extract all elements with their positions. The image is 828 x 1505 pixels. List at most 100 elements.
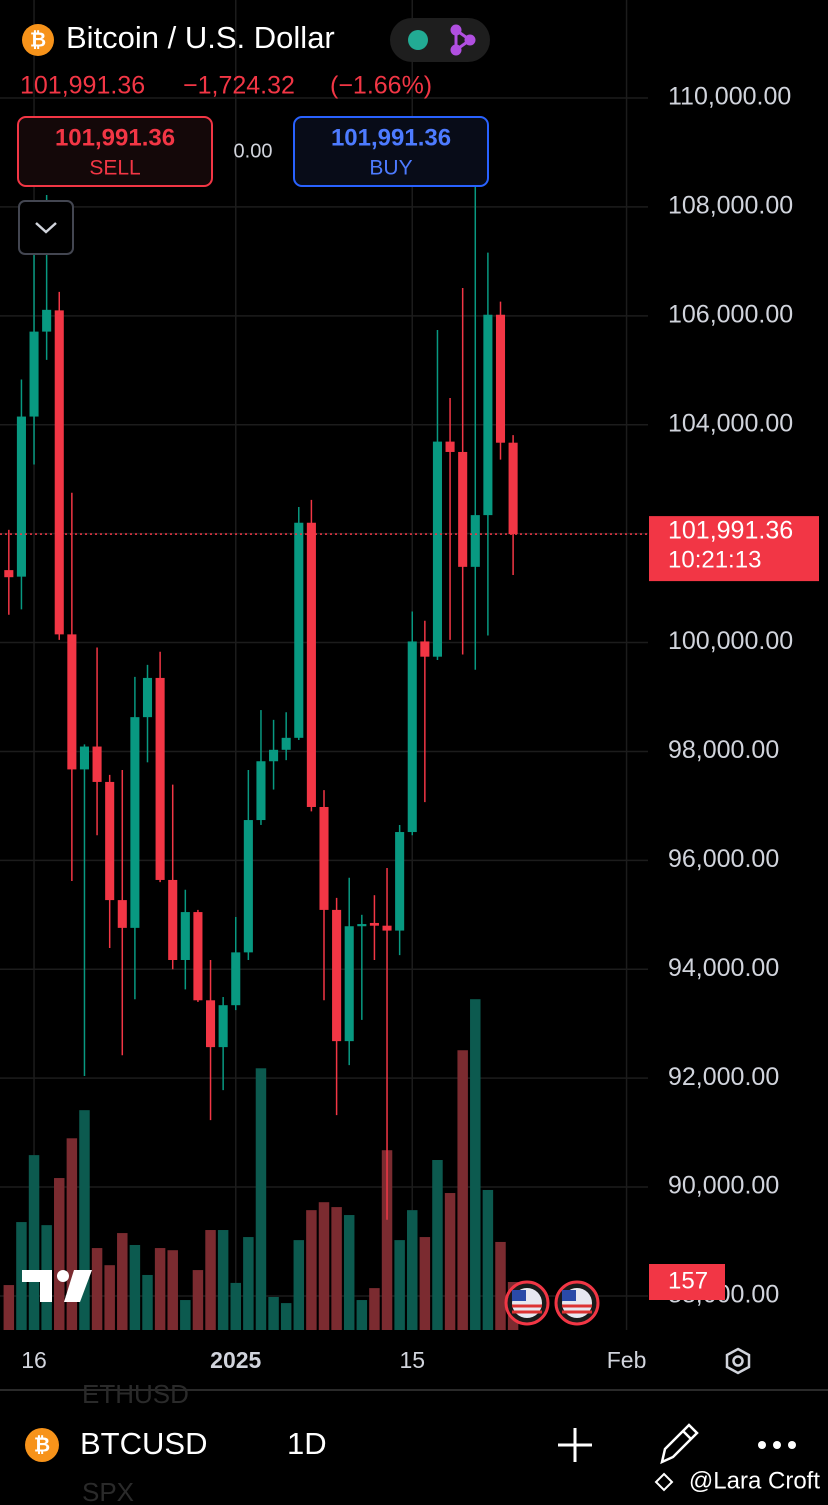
volume-bar bbox=[167, 1250, 178, 1330]
candle-body bbox=[294, 522, 304, 738]
candle-body bbox=[168, 879, 178, 960]
btc-glyph-small: ₿ bbox=[34, 1434, 50, 1456]
btc-icon bbox=[22, 24, 54, 56]
collapse-button[interactable] bbox=[18, 200, 74, 255]
watermark-icon bbox=[654, 1472, 674, 1492]
volume-bar bbox=[16, 1222, 27, 1330]
candle-body bbox=[369, 922, 379, 926]
volume-bar bbox=[154, 1248, 166, 1330]
volume-bar bbox=[293, 1240, 305, 1330]
volume-bar bbox=[117, 1233, 128, 1330]
candle-body bbox=[218, 1005, 228, 1048]
x-tick-label: 2025 bbox=[210, 1347, 261, 1373]
events-icon bbox=[450, 24, 476, 56]
volume-bar bbox=[444, 1193, 456, 1330]
candle-body bbox=[382, 925, 392, 931]
candle-body bbox=[243, 820, 253, 953]
candle-body bbox=[16, 416, 26, 577]
economic-events[interactable] bbox=[504, 1280, 600, 1326]
candle-body bbox=[395, 832, 405, 931]
volume-bar bbox=[79, 1110, 90, 1330]
volume-bar bbox=[91, 1248, 103, 1330]
volume-bar bbox=[394, 1240, 405, 1330]
axis-layer: 110,000.00 108,000.00 106,000.00 104,000.00… bbox=[21, 83, 819, 1373]
volume-bar bbox=[482, 1189, 494, 1330]
x-tick-label: Feb bbox=[607, 1347, 647, 1373]
symbol-title: Bitcoin / U.S. Dollar bbox=[66, 20, 335, 55]
candle-body bbox=[180, 912, 190, 960]
volume-bar bbox=[243, 1237, 254, 1330]
y-tick-label: 108,000.00 bbox=[668, 192, 793, 220]
y-tick-label: 98,000.00 bbox=[668, 736, 779, 764]
watchlist-below: SPX bbox=[82, 1477, 134, 1505]
candle-body bbox=[458, 451, 468, 567]
status-pill[interactable] bbox=[390, 18, 490, 62]
y-tick-label: 106,000.00 bbox=[668, 300, 793, 328]
tv-logo bbox=[22, 1270, 92, 1302]
candle-body bbox=[445, 441, 455, 452]
price-tag-label: 101,991.36 bbox=[668, 517, 793, 545]
x-tick-label: 16 bbox=[21, 1347, 47, 1373]
add-button[interactable] bbox=[558, 1428, 592, 1462]
volume-bar bbox=[369, 1288, 380, 1330]
candle-body bbox=[130, 717, 140, 928]
x-tick-label: 15 bbox=[399, 1347, 425, 1373]
volume-bar bbox=[104, 1265, 115, 1330]
buy-button[interactable] bbox=[293, 116, 489, 187]
candle-body bbox=[483, 314, 493, 516]
volume-bar bbox=[331, 1207, 342, 1330]
volume-bar bbox=[268, 1296, 279, 1330]
settings-icon-center bbox=[732, 1355, 744, 1367]
candle-body bbox=[344, 926, 354, 1042]
volume-bar bbox=[54, 1178, 65, 1330]
sell-label: SELL bbox=[89, 157, 140, 180]
price-change-percent: (−1.66%) bbox=[330, 72, 432, 100]
volume-bar bbox=[3, 1285, 15, 1330]
toolbar-interval[interactable]: 1D bbox=[287, 1426, 327, 1461]
volume-bar bbox=[205, 1230, 216, 1330]
candle-body bbox=[205, 1000, 216, 1048]
volume-bar bbox=[255, 1068, 267, 1330]
candle-body bbox=[306, 522, 316, 807]
spread: 0.00 bbox=[234, 140, 273, 162]
volume-bar bbox=[280, 1303, 292, 1330]
candle-body bbox=[281, 737, 291, 750]
candle-body bbox=[67, 634, 77, 770]
candle-body bbox=[319, 806, 329, 910]
volume-bar bbox=[306, 1210, 317, 1330]
candle-body bbox=[420, 641, 430, 657]
sell-price: 101,991.36 bbox=[55, 124, 175, 151]
volume-tag-label: 157 bbox=[668, 1267, 708, 1294]
price-change: −1,724.32 bbox=[183, 72, 295, 100]
volume-bar bbox=[356, 1300, 368, 1330]
volume-bar bbox=[457, 1050, 468, 1330]
volume-bar bbox=[28, 1155, 40, 1330]
volume-bar bbox=[432, 1160, 443, 1330]
candle-body bbox=[193, 912, 203, 1001]
volume-bar bbox=[230, 1282, 241, 1330]
volume-bar bbox=[407, 1210, 418, 1330]
toolbar-symbol[interactable]: BTCUSD bbox=[80, 1426, 207, 1461]
last-price: 101,991.36 bbox=[20, 72, 145, 100]
sell-button[interactable] bbox=[17, 116, 213, 187]
candle-body bbox=[269, 749, 279, 762]
volume-bar bbox=[318, 1202, 330, 1330]
draw-button[interactable] bbox=[660, 1423, 699, 1465]
candle-body bbox=[142, 677, 153, 718]
volume-bar bbox=[470, 999, 481, 1330]
candle-body bbox=[495, 314, 506, 443]
volume-bar bbox=[343, 1215, 355, 1330]
y-tick-label: 94,000.00 bbox=[668, 954, 779, 982]
btc-icon-small bbox=[25, 1428, 59, 1462]
volume-bar bbox=[66, 1138, 78, 1330]
candle-body bbox=[29, 331, 39, 417]
btc-glyph: ₿ bbox=[30, 29, 46, 51]
volume-tag bbox=[649, 1263, 725, 1300]
more-button[interactable] bbox=[758, 1441, 796, 1449]
y-tick-label: 92,000.00 bbox=[668, 1063, 779, 1091]
settings-icon[interactable] bbox=[725, 1347, 751, 1375]
y-tick-label: 90,000.00 bbox=[668, 1172, 779, 1200]
volume-bar bbox=[495, 1241, 506, 1330]
candle-body bbox=[155, 677, 165, 880]
candle-body bbox=[231, 952, 241, 1006]
